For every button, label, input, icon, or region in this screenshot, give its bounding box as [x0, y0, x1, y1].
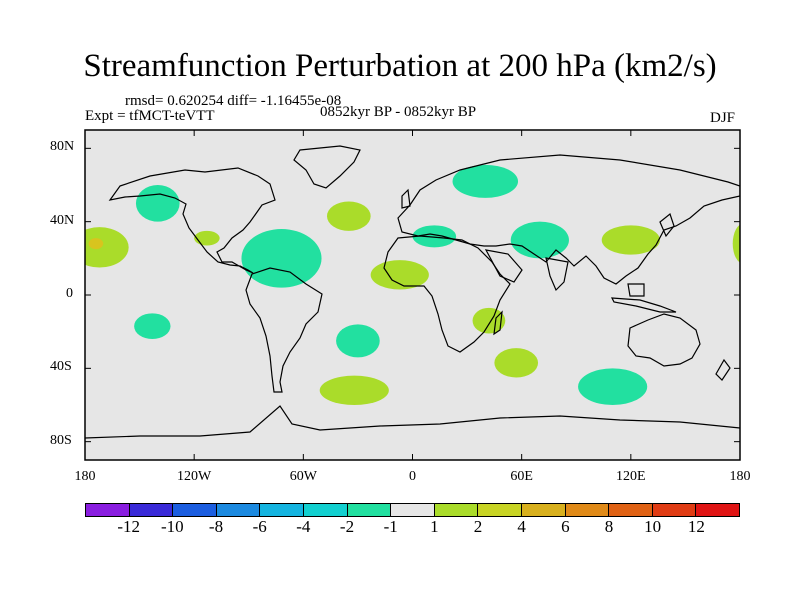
coast-indonesia: [610, 297, 677, 313]
colorbar-swatch: [303, 504, 348, 516]
colorbar-swatch: [609, 504, 653, 516]
colorbar-swatch: [216, 504, 261, 516]
coast-india: [545, 257, 569, 292]
colorbar-label: -2: [339, 517, 355, 536]
colorbar-label: 12: [687, 517, 705, 536]
colorbar-swatch: [129, 504, 174, 516]
coast-british-isles: [401, 188, 411, 209]
colorbar-label: -10: [160, 517, 184, 536]
colorbar-swatch: [260, 504, 304, 516]
colorbar-label: 6: [561, 517, 570, 536]
season-label: DJF: [710, 110, 736, 126]
blob-dateline-east: [732, 224, 740, 263]
colorbar-swatch: [391, 504, 435, 516]
y-tick-label: 40N: [50, 212, 75, 228]
x-tick-label: 0: [409, 469, 416, 484]
colorbar-label: 1: [430, 517, 439, 536]
colorbar-swatch: [521, 504, 566, 516]
coast-eurasia: [397, 154, 740, 285]
coast-borneo: [627, 283, 645, 297]
colorbar-swatch: [434, 504, 479, 516]
colorbar-label: 4: [517, 517, 526, 536]
coast-africa: [383, 235, 511, 353]
coast-arabia: [484, 249, 523, 283]
blob-npac-west: [85, 227, 129, 268]
blob-npac-core: [88, 238, 104, 250]
blob-natl: [326, 201, 371, 231]
blob-aus-south: [578, 368, 648, 405]
blob-southern-atl: [319, 375, 389, 406]
x-tick-label: 120E: [616, 469, 646, 484]
blob-siberia: [452, 164, 519, 198]
y-tick-label: 80N: [50, 139, 75, 155]
colorbar-swatch: [86, 504, 130, 516]
colorbar-label: -8: [208, 517, 224, 536]
coast-new-zealand: [715, 358, 731, 381]
y-tick-label: 0: [66, 286, 73, 301]
colorbar: [85, 503, 740, 517]
colorbar-swatch: [478, 504, 522, 516]
stats-label: rmsd= 0.620254 diff= -1.16455e-08: [125, 93, 342, 109]
coast-madagascar: [493, 310, 503, 336]
colorbar-label: 8: [604, 517, 614, 536]
coastlines: [85, 145, 740, 439]
colorbar-swatch: [347, 504, 392, 516]
period-label: 0852kyr BP - 0852kyr BP: [320, 104, 477, 120]
blob-arabia: [510, 221, 569, 259]
blob-wafrica: [370, 260, 429, 290]
colorbar-swatch: [173, 504, 217, 516]
y-tick-label: 80S: [50, 432, 72, 448]
blob-satl: [336, 324, 380, 358]
colorbar-label: -6: [252, 517, 267, 536]
y-tick-label: 40S: [50, 359, 72, 375]
x-tick-label: 180: [729, 469, 751, 484]
blob-npac-east: [135, 185, 180, 222]
coast-japan: [659, 212, 675, 238]
colorbar-label: 10: [644, 517, 662, 536]
x-tick-label: 60E: [510, 469, 533, 484]
colorbar-label: -1: [383, 517, 398, 536]
coast-antarctica: [85, 405, 740, 439]
colorbar-label: -12: [117, 517, 140, 536]
coast-north-america: [108, 167, 276, 274]
blob-mexico: [194, 230, 220, 246]
blob-spac: [134, 313, 171, 339]
blob-medit: [412, 225, 457, 248]
blob-caribbean: [241, 229, 322, 288]
map-background: [85, 130, 740, 460]
coast-south-america: [245, 267, 323, 393]
colorbar-swatch: [696, 504, 739, 516]
experiment-label: Expt = tfMCT-teVTT: [85, 108, 215, 124]
chart-title: Streamfunction Perturbation at 200 hPa (…: [83, 48, 717, 84]
colorbar-label: -4: [296, 517, 311, 536]
blob-madagascar: [472, 307, 506, 334]
coast-greenland: [293, 145, 361, 189]
x-tick-label: 180: [74, 469, 96, 484]
x-tick-label: 120W: [177, 469, 212, 484]
colorbar-swatch: [565, 504, 610, 516]
x-tick-label: 60W: [289, 469, 317, 484]
blob-china: [601, 225, 660, 255]
blob-sind: [494, 348, 539, 378]
colorbar-label: 2: [473, 517, 483, 536]
coast-australia: [627, 313, 701, 367]
colorbar-swatch: [652, 504, 697, 516]
